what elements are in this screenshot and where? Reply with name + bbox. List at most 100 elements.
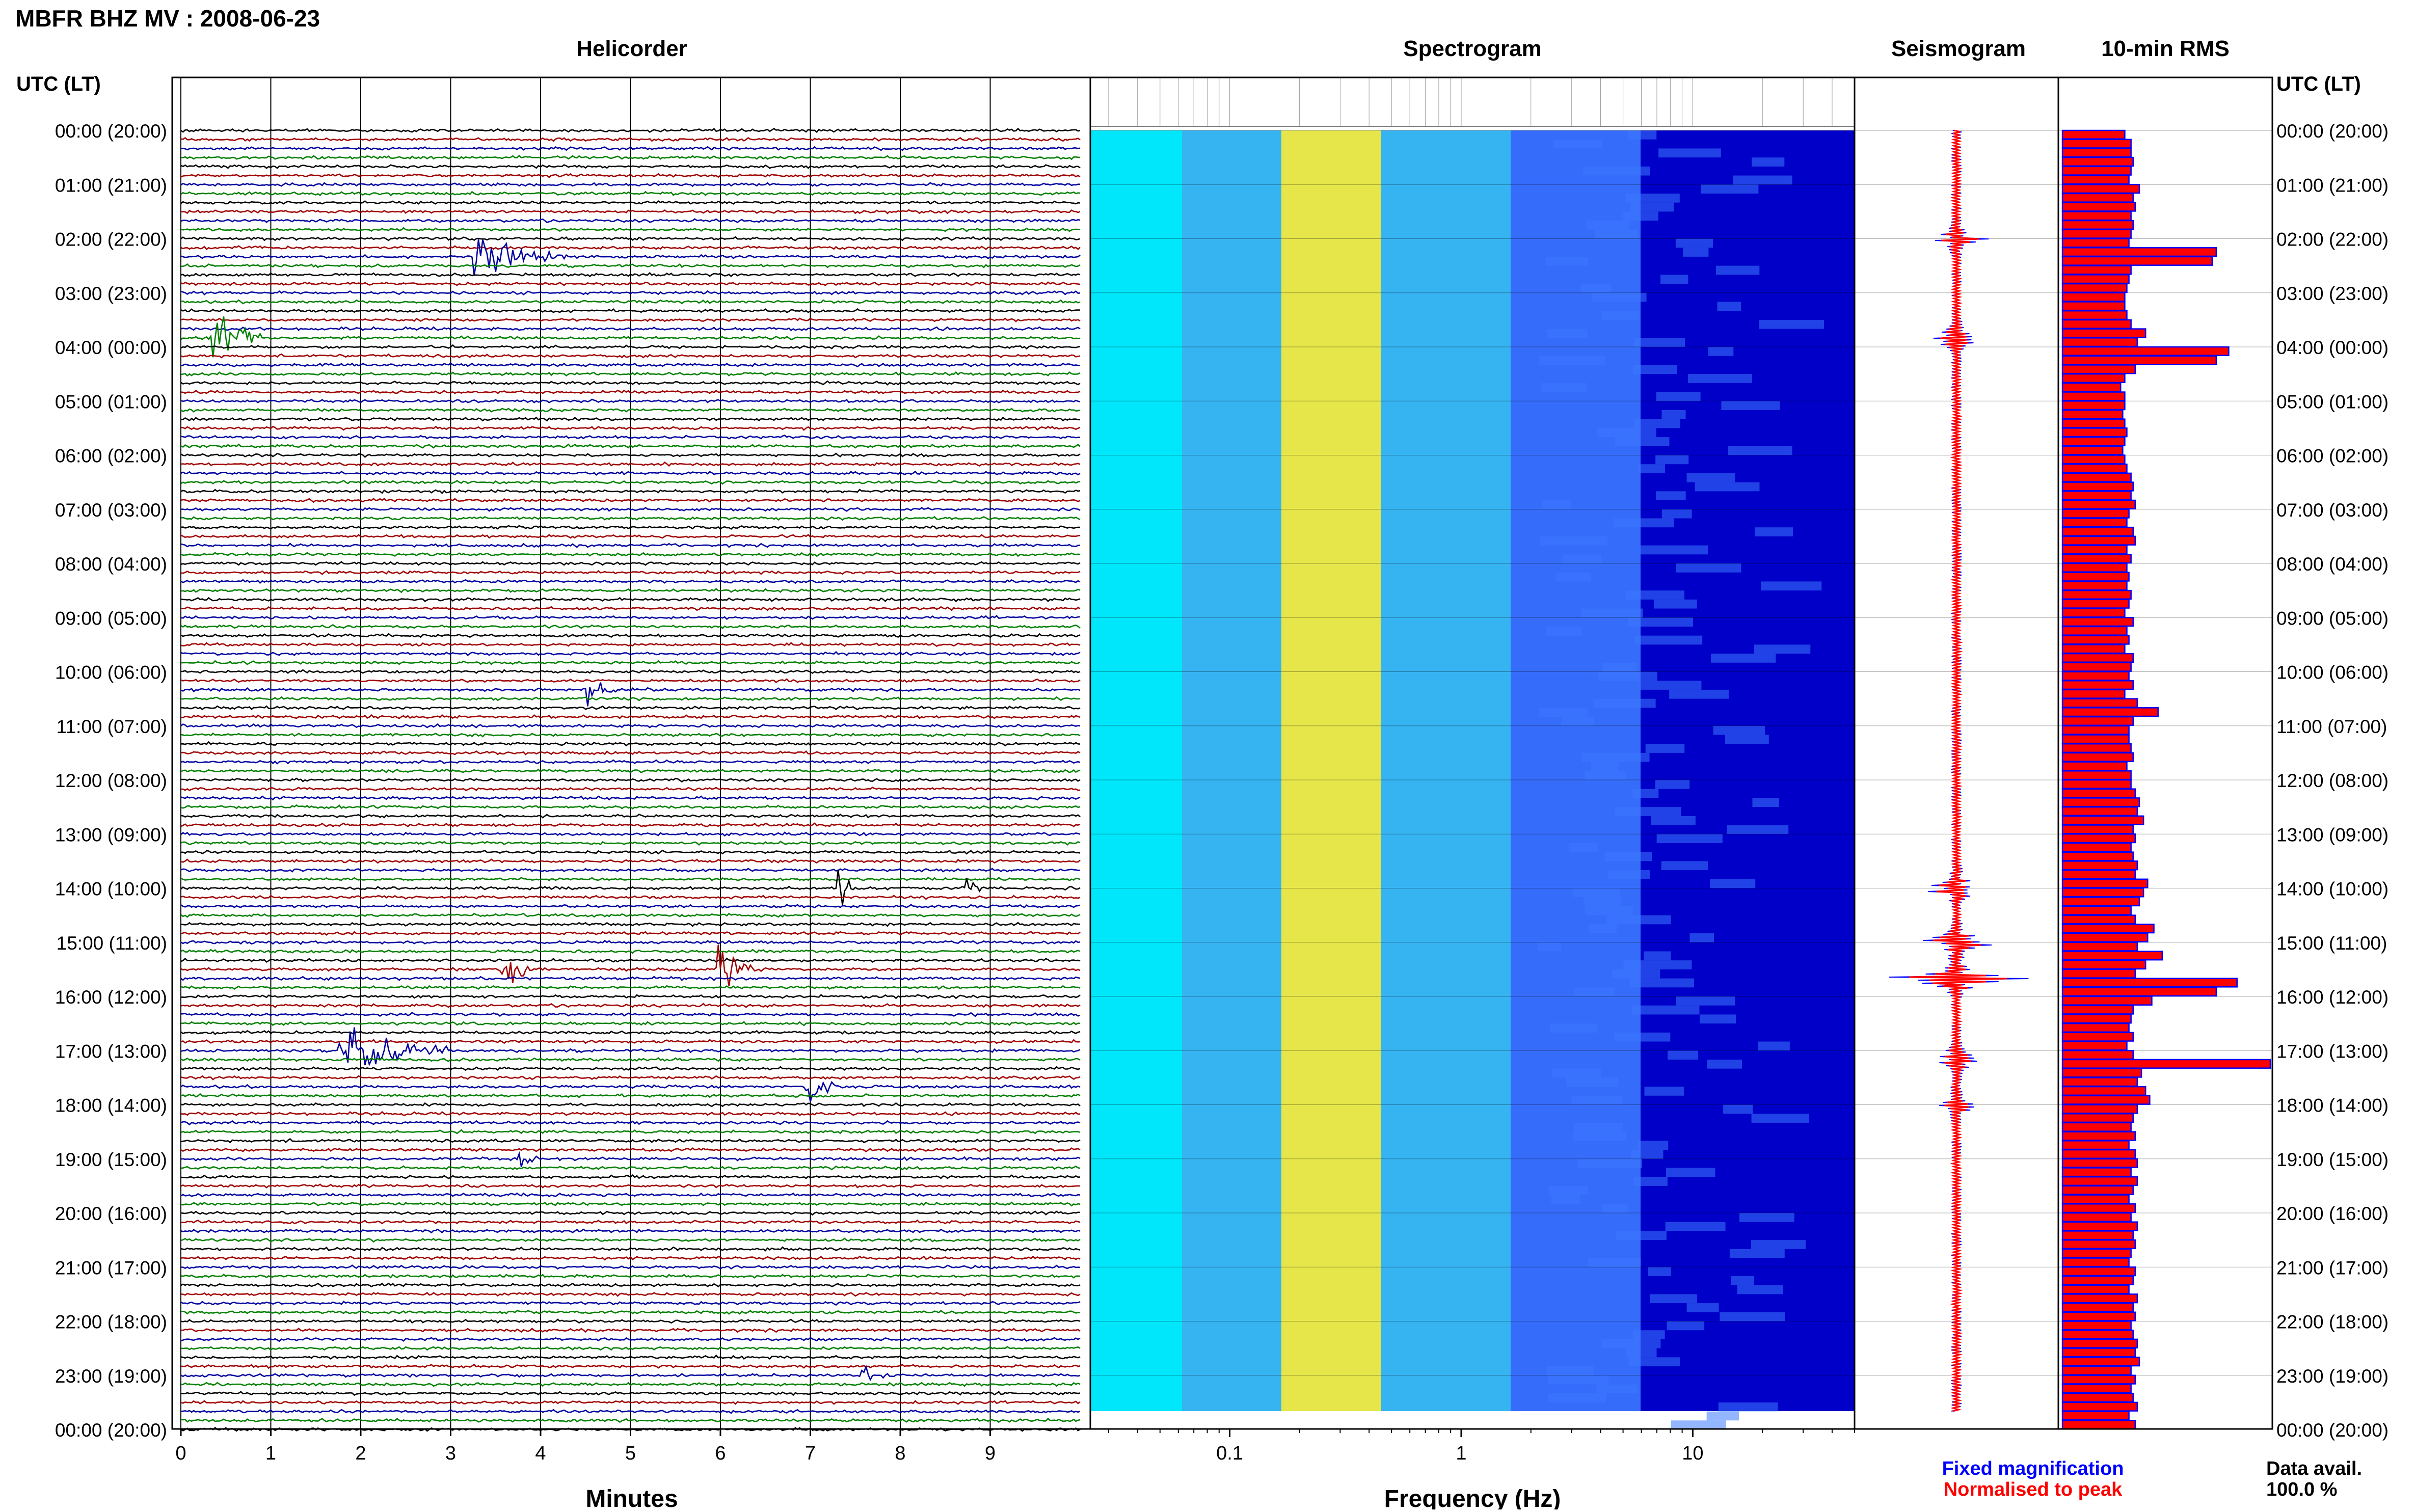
time-label-left: 02:00 (22:00) <box>55 229 167 250</box>
time-label-right: 15:00 (11:00) <box>2276 933 2387 954</box>
rms-bar <box>2061 572 2130 582</box>
rms-bar <box>2061 761 2128 771</box>
spectrogram-row <box>1588 924 1617 934</box>
rms-bar <box>2061 968 2136 979</box>
spectrogram-row <box>1555 572 1591 582</box>
rms-bar <box>2061 860 2138 871</box>
time-labels-right: 00:00 (20:00) 01:00 (21:00) 02:00 (22:00) 0… <box>2276 121 2389 1441</box>
helicorder-trace <box>180 137 1081 142</box>
helicorder-trace <box>180 164 1081 169</box>
rms-bar <box>2061 562 2128 573</box>
rms-bar <box>2061 1347 2136 1358</box>
rms-bar <box>2061 373 2126 384</box>
spectrogram-row <box>1602 662 1637 672</box>
spectrogram-row <box>1577 1158 1643 1168</box>
helicorder-trace <box>180 903 1081 909</box>
helicorder-trace <box>180 1066 1081 1071</box>
spectrogram-row <box>1653 599 1697 609</box>
rms-bar <box>2061 1203 2136 1213</box>
rms-bar <box>2061 689 2126 699</box>
helicorder-trace <box>180 1111 1081 1117</box>
helicorder-trace <box>180 1327 1081 1333</box>
rms-bar <box>2061 851 2134 861</box>
rms-bar <box>2061 535 2136 546</box>
helicorder-trace <box>180 814 1081 819</box>
spectrogram-row <box>1548 1375 1608 1385</box>
helicorder-trace <box>180 236 1081 241</box>
helicorder-trace <box>180 326 1081 332</box>
helicorder-trace <box>180 1151 1081 1167</box>
rms-bar <box>2061 1401 2138 1412</box>
rms-bar <box>2061 166 2132 176</box>
helicorder-trace <box>180 714 1081 719</box>
time-label-left: 12:00 (08:00) <box>55 770 167 791</box>
rms-bar <box>2061 1311 2136 1321</box>
rms-bar <box>2061 833 2136 844</box>
helicorder-trace <box>180 389 1081 395</box>
rms-bar <box>2061 1022 2130 1033</box>
spectrogram-row <box>1612 969 1660 979</box>
spectrogram-row <box>1754 644 1811 654</box>
rms-bar <box>2061 319 2132 329</box>
spectrogram-row <box>1737 1285 1783 1294</box>
helicorder-trace <box>180 506 1081 512</box>
helicorder-trace <box>180 1382 1081 1387</box>
spectrogram-row <box>1759 319 1824 329</box>
time-label-left: 17:00 (13:00) <box>55 1041 167 1062</box>
spectrogram-row <box>1592 292 1647 302</box>
helicorder-trace <box>180 1246 1081 1252</box>
rms-bar <box>2061 292 2126 302</box>
rms-bar <box>2061 815 2144 825</box>
helicorder-trace <box>180 1030 1081 1035</box>
page-title: MBFR BHZ MV : 2008-06-23 <box>15 5 320 32</box>
rms-bar <box>2061 445 2124 455</box>
rms-bar <box>2061 716 2134 726</box>
helicorder-trace <box>180 191 1081 197</box>
rms-bar <box>2061 1032 2134 1042</box>
rms-bar <box>2061 1077 2138 1087</box>
helicorder-trace <box>180 615 1080 620</box>
helicorder-trace <box>180 579 1081 584</box>
helicorder-trace <box>180 1228 1081 1234</box>
rms-bars <box>2061 129 2271 1430</box>
rms-bar <box>2061 256 2213 266</box>
rms-frame <box>2057 76 2273 1430</box>
rms-bar <box>2061 355 2217 365</box>
rms-bar <box>2061 518 2128 528</box>
helicorder-x-tick-label: 1 <box>265 1443 276 1464</box>
spectrogram-row <box>1660 275 1688 284</box>
spectrogram-row <box>1602 1204 1628 1213</box>
time-label-right: 17:00 (13:00) <box>2276 1041 2389 1062</box>
spectrogram-row <box>1721 401 1780 410</box>
spectrogram-row <box>1671 1420 1726 1429</box>
helicorder-trace <box>180 543 1081 548</box>
rms-bar <box>2061 770 2132 780</box>
rms-bar <box>2061 1059 2271 1069</box>
spectrogram-row <box>1563 554 1602 563</box>
rms-bar <box>2061 1140 2130 1150</box>
helicorder-x-tick-label: 8 <box>895 1443 905 1464</box>
rms-bar <box>2061 1050 2134 1060</box>
spectrogram-row <box>1608 870 1650 879</box>
spectrogram-row <box>1695 482 1760 492</box>
rms-bar <box>2061 1293 2138 1304</box>
time-label-right: 13:00 (09:00) <box>2276 824 2389 845</box>
rms-bar <box>2061 409 2124 419</box>
rms-bar <box>2061 589 2132 600</box>
helicorder-trace <box>180 299 1081 305</box>
rms-bar <box>2061 617 2134 627</box>
spectrogram-row <box>1628 1357 1680 1367</box>
rms-bar <box>2061 427 2128 438</box>
rms-bar <box>2061 139 2132 149</box>
helicorder-trace <box>180 1021 1081 1027</box>
spectrogram-row <box>1710 879 1756 888</box>
helicorder-trace <box>180 479 1081 485</box>
spectrogram-row <box>1633 1330 1665 1339</box>
spectrogram-row <box>1723 1104 1753 1114</box>
spectrogram-row <box>1729 1249 1785 1258</box>
helicorder-trace <box>180 795 1081 801</box>
helicorder-trace <box>180 316 1081 358</box>
spectrogram-row <box>1651 816 1696 825</box>
helicorder-panel: 0 1 2 3 4 5 6 7 8 9 Minutes <box>171 76 1091 1512</box>
